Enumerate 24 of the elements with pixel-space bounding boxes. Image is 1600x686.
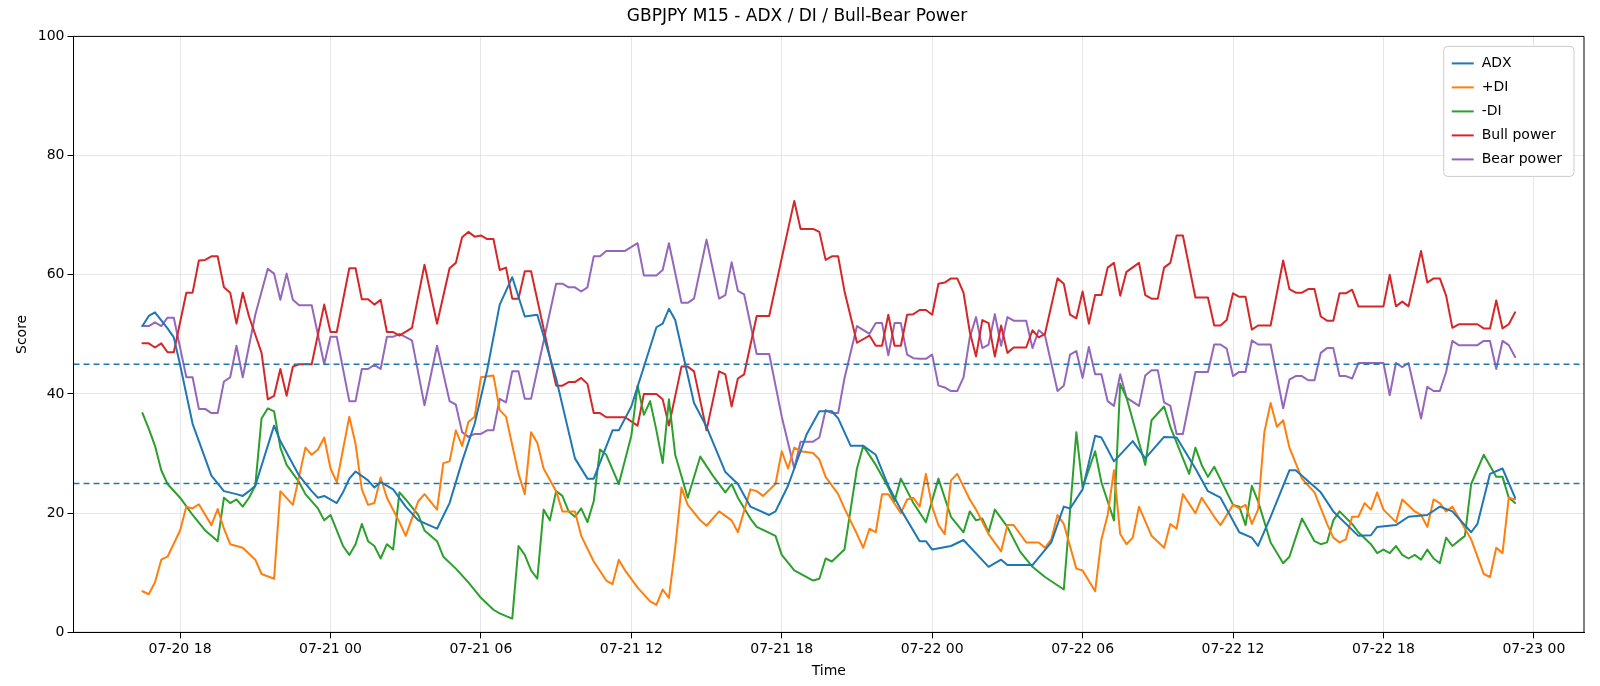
x-tick-label: 07-21 18 [750,640,814,657]
legend-label: Bear power [1481,150,1563,167]
x-tick-label: 07-23 00 [1502,640,1566,657]
legend-label: ADX [1481,54,1513,71]
x-tick-label: 07-20 18 [148,640,212,657]
legend-label: +DI [1481,78,1509,95]
chart-title: GBPJPY M15 - ADX / DI / Bull-Bear Power [626,4,968,25]
y-tick-label: 80 [46,146,65,163]
y-tick-label: 20 [46,503,65,520]
x-tick-label: 07-21 06 [449,640,513,657]
y-tick-label: 0 [55,623,65,640]
x-tick-label: 07-22 06 [1051,640,1115,657]
x-tick-label: 07-22 00 [900,640,964,657]
y-tick-label: 40 [46,384,65,401]
legend-label: -DI [1481,102,1502,119]
x-tick-label: 07-22 18 [1351,640,1415,657]
x-tick-label: 07-21 12 [599,640,663,657]
y-tick-label: 100 [37,27,65,44]
legend-label: Bull power [1481,126,1556,143]
y-axis-title: Score [13,314,30,355]
x-tick-label: 07-22 12 [1201,640,1265,657]
y-tick-label: 60 [46,265,65,282]
x-axis-title: Time [810,662,846,679]
x-tick-label: 07-21 00 [299,640,362,657]
